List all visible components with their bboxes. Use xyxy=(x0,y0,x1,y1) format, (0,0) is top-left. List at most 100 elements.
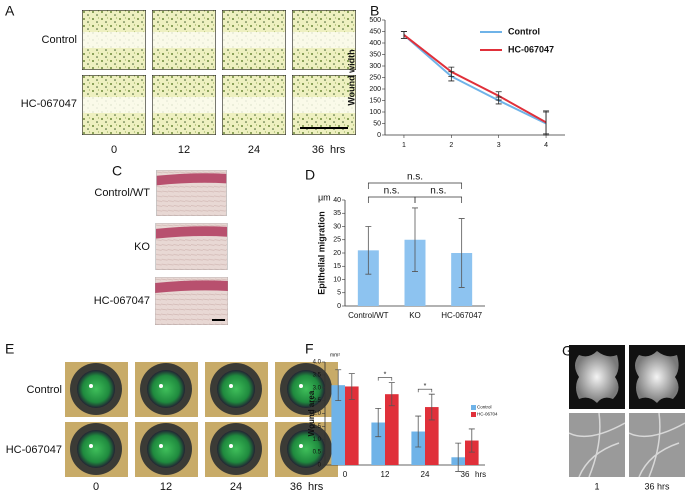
eye-photo xyxy=(205,422,268,477)
annotation: * xyxy=(384,371,387,378)
x-tick-label: 3 xyxy=(497,142,501,149)
column-label: 0 xyxy=(111,144,117,156)
error-bar xyxy=(455,442,462,472)
x-tick-label: 36 xyxy=(461,470,470,479)
bar xyxy=(411,431,425,465)
row-label: KO xyxy=(134,241,150,253)
eye-photo xyxy=(135,422,198,477)
line-series xyxy=(403,34,547,125)
eye-photo xyxy=(205,362,268,417)
y-tick-label: 450 xyxy=(369,28,381,35)
error-bar xyxy=(412,207,418,272)
y-tick-label: 25 xyxy=(333,237,341,244)
y-tick-label: 0 xyxy=(318,463,322,469)
y-tick-label: 4.0 xyxy=(313,360,322,366)
error-bar xyxy=(458,218,465,288)
y-tick-label: 2.5 xyxy=(313,398,322,404)
column-label: 12 xyxy=(178,144,190,156)
x-tick-label: 12 xyxy=(381,470,390,479)
row-label: Control xyxy=(42,34,77,46)
x-unit: hrs xyxy=(475,470,486,479)
y-tick-label: 5 xyxy=(337,290,341,297)
annotation: n.s. xyxy=(430,186,446,197)
error-bar xyxy=(428,393,435,421)
y-tick-label: 15 xyxy=(333,263,341,270)
flatmount xyxy=(569,345,625,409)
x-tick-label: 0 xyxy=(343,470,348,479)
micrograph xyxy=(82,10,146,70)
bar xyxy=(357,250,379,306)
eye-photo xyxy=(65,362,128,417)
x-tick-label: HC-067047 xyxy=(441,311,482,320)
y-axis-label: Epithelial migration xyxy=(316,211,326,295)
panel-letter: E xyxy=(5,341,14,357)
line-series xyxy=(403,34,547,124)
x-tick-label: 4 xyxy=(544,142,548,149)
legend-swatch xyxy=(471,405,476,410)
y-tick-label: 1.0 xyxy=(313,437,322,443)
column-label: 12 xyxy=(160,481,172,493)
micrograph xyxy=(222,75,286,135)
column-label: 36 xyxy=(312,144,324,156)
y-tick-label: 300 xyxy=(369,63,381,70)
bar xyxy=(345,386,359,465)
y-tick-label: 3.5 xyxy=(313,372,322,378)
panel-letter: D xyxy=(305,167,315,183)
bracket xyxy=(367,196,416,203)
bracket xyxy=(417,388,433,393)
legend-label: Control xyxy=(477,405,492,410)
column-label: 24 xyxy=(248,144,260,156)
histology xyxy=(155,223,228,270)
bracket xyxy=(367,182,463,189)
column-label: 36 xyxy=(290,481,302,493)
legend-label: HC-06704 xyxy=(477,412,498,417)
error-bar xyxy=(335,369,342,402)
y-tick-label: 50 xyxy=(373,120,381,127)
flatmount-zoom xyxy=(569,413,625,477)
bar xyxy=(371,422,385,465)
column-label: 36 hrs xyxy=(644,481,670,491)
legend-label: HC-067047 xyxy=(508,44,554,54)
flatmount-zoom xyxy=(629,413,685,477)
error-bar xyxy=(495,91,502,101)
y-tick-label: 0 xyxy=(377,132,381,139)
eye-images xyxy=(65,362,338,477)
y-tick-label: 40 xyxy=(333,197,341,204)
error-bar xyxy=(348,373,355,400)
bar xyxy=(404,239,426,306)
unit-label: hrs xyxy=(308,481,324,493)
row-label: HC-067047 xyxy=(6,444,62,456)
y-tick-label: 250 xyxy=(369,74,381,81)
unit-label: hrs xyxy=(330,144,346,156)
scratch-images xyxy=(82,10,356,135)
y-tick-label: 0.5 xyxy=(313,450,322,456)
histology-images xyxy=(155,170,228,325)
y-axis-label: Wound area xyxy=(307,390,316,436)
eye-photo xyxy=(65,422,128,477)
x-tick-label: 24 xyxy=(421,470,430,479)
y-tick-label: 150 xyxy=(369,97,381,104)
error-bar xyxy=(543,110,550,135)
error-bar xyxy=(375,407,382,438)
bar xyxy=(385,394,399,465)
y-tick-label: 10 xyxy=(333,276,341,283)
row-label: HC-067047 xyxy=(21,98,77,110)
bar xyxy=(425,407,439,465)
y-tick-label: 200 xyxy=(369,86,381,93)
y-tick-label: 20 xyxy=(333,250,341,257)
flatmount xyxy=(629,345,685,409)
error-bar xyxy=(468,428,475,453)
x-tick-label: Control/WT xyxy=(348,311,389,320)
bracket xyxy=(414,196,463,203)
y-tick-label: 400 xyxy=(369,40,381,47)
bar xyxy=(465,440,479,465)
legend-swatch xyxy=(471,412,476,417)
y-tick-label: 100 xyxy=(369,109,381,116)
flatmount-images xyxy=(569,345,685,477)
x-tick-label: 1 xyxy=(402,142,406,149)
error-bar xyxy=(400,31,407,39)
y-tick-label: 500 xyxy=(369,17,381,24)
error-bar xyxy=(415,415,422,448)
error-bar xyxy=(448,66,455,77)
panel-letter: F xyxy=(305,341,314,357)
